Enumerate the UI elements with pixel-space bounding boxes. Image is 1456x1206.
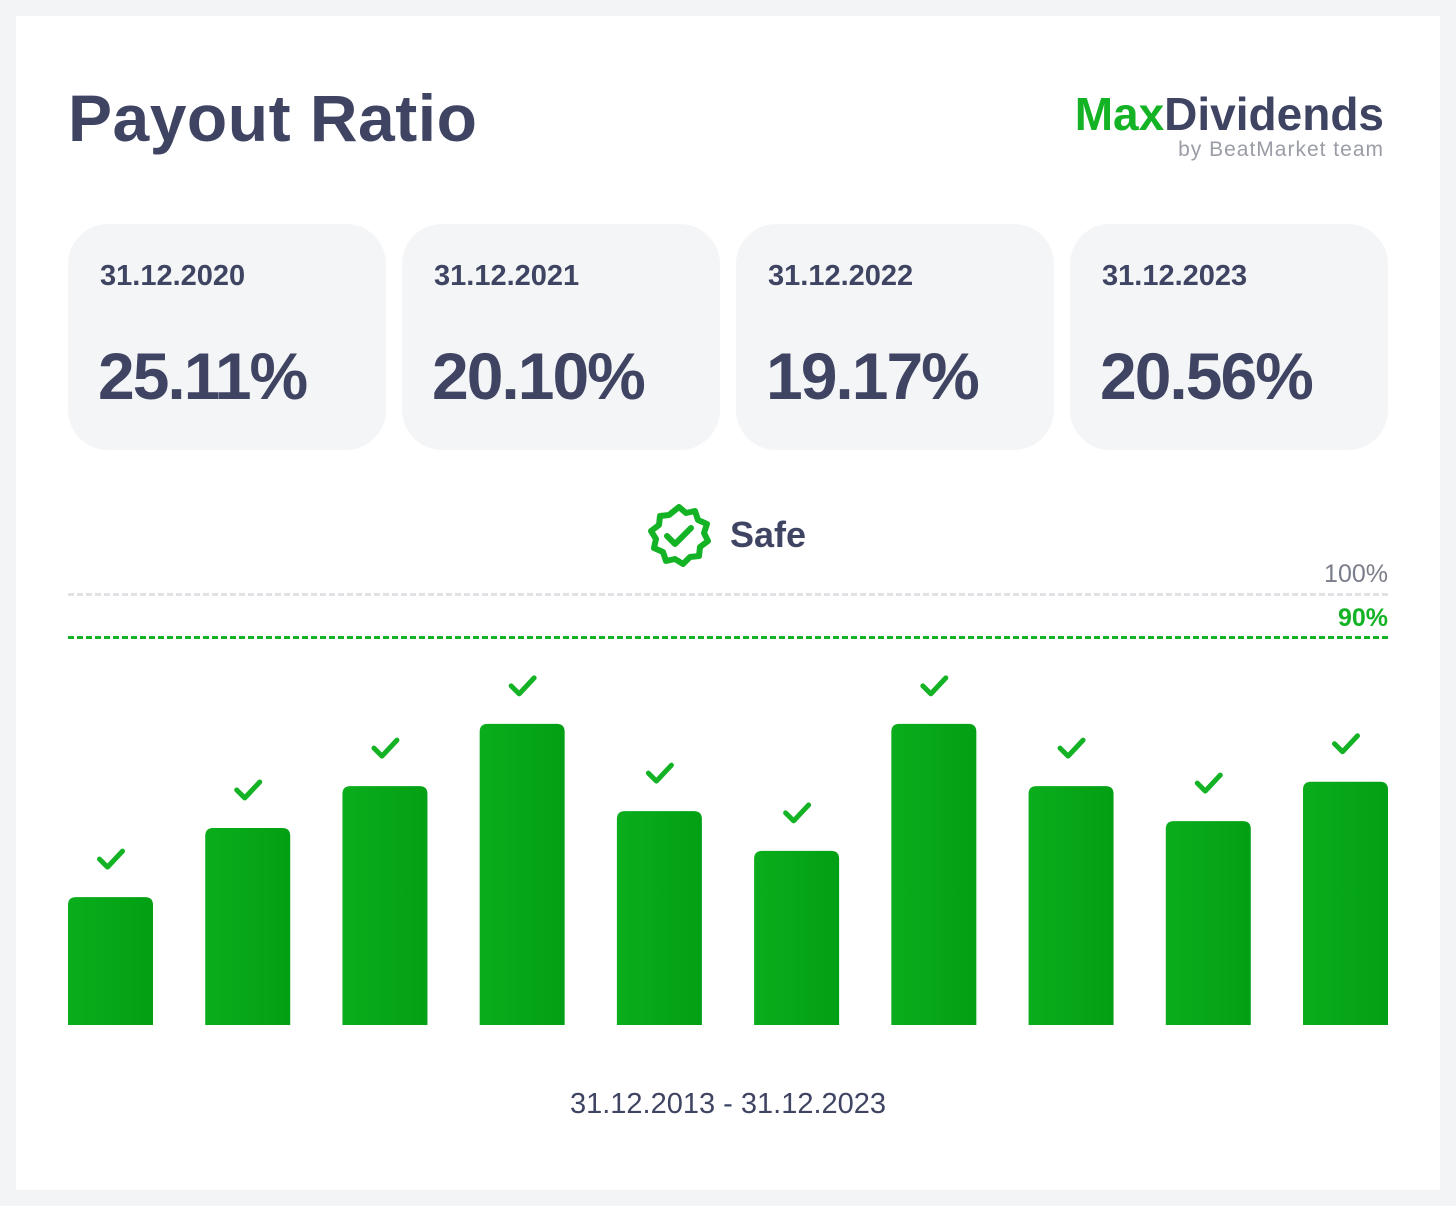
- logo-max: Max: [1074, 88, 1165, 140]
- logo: MaxDividends by BeatMarket team: [1075, 88, 1384, 162]
- bar: [479, 723, 565, 1025]
- check-icon: [783, 802, 812, 824]
- status-badge: Safe: [646, 503, 806, 567]
- stat-value: 20.56%: [1100, 339, 1314, 413]
- bar: [1165, 821, 1251, 1025]
- status-label: Safe: [730, 514, 807, 555]
- reference-line-90: [68, 636, 1388, 639]
- bar: [754, 850, 840, 1025]
- date-range: 31.12.2013 - 31.12.2023: [569, 1088, 887, 1120]
- bar: [891, 723, 977, 1025]
- logo-dividends: Dividends: [1164, 88, 1384, 140]
- check-icon: [234, 779, 263, 801]
- stat-value: 25.11%: [98, 339, 308, 413]
- stat-card: 31.12.2020 25.11%: [68, 224, 386, 450]
- check-icon: [1332, 733, 1360, 755]
- stat-card: 31.12.2022 19.17%: [736, 224, 1054, 450]
- check-icon: [920, 675, 949, 697]
- stat-card: 31.12.2021 20.10%: [402, 224, 720, 450]
- badge-check-icon: [648, 504, 711, 567]
- reference-label-90: 90%: [1337, 604, 1388, 632]
- check-icon: [1194, 772, 1223, 794]
- check-icon: [371, 737, 400, 759]
- stat-date: 31.12.2021: [434, 260, 580, 292]
- stat-date: 31.12.2023: [1102, 260, 1248, 292]
- check-icon: [645, 762, 674, 784]
- bar: [616, 811, 702, 1025]
- reference-label-100: 100%: [1324, 560, 1388, 588]
- logo-tagline: by BeatMarket team: [1178, 138, 1384, 161]
- bar: [342, 786, 428, 1025]
- bar: [205, 828, 291, 1025]
- bar: [1303, 781, 1388, 1025]
- stat-date: 31.12.2022: [768, 260, 914, 292]
- bar: [68, 897, 153, 1025]
- bar: [1028, 786, 1114, 1025]
- check-icon: [508, 675, 537, 697]
- stat-date: 31.12.2020: [100, 260, 246, 292]
- check-icon: [97, 848, 125, 870]
- page-title: Payout Ratio: [68, 81, 478, 155]
- stat-value: 20.10%: [432, 339, 646, 413]
- check-icon: [1057, 737, 1086, 759]
- stat-card: 31.12.2023 20.56%: [1070, 224, 1388, 450]
- reference-line-100: [68, 593, 1388, 596]
- stat-value: 19.17%: [766, 339, 980, 413]
